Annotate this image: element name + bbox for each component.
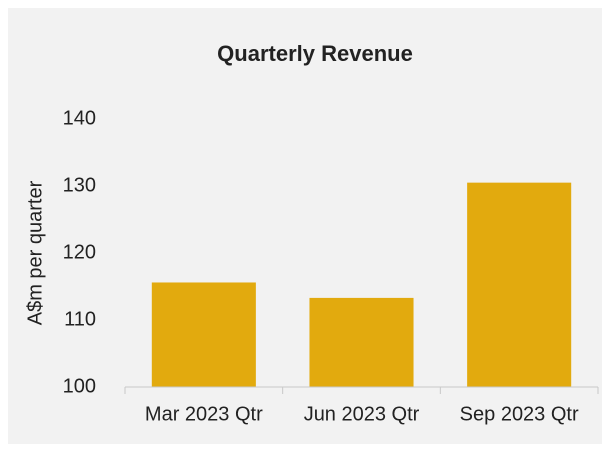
x-tick-label: Sep 2023 Qtr: [460, 403, 579, 425]
y-tick-label: 100: [63, 375, 96, 397]
y-tick-label: 120: [63, 241, 96, 263]
y-tick-label: 130: [63, 174, 96, 196]
bar: [151, 282, 256, 387]
y-tick-label: 110: [64, 308, 96, 330]
x-tick-label: Mar 2023 Qtr: [145, 403, 263, 425]
x-tick-label: Jun 2023 Qtr: [304, 403, 420, 425]
bar: [309, 297, 414, 387]
chart-title: Quarterly Revenue: [217, 41, 413, 66]
y-axis-label: A$m per quarter: [24, 180, 46, 325]
bar: [467, 182, 572, 387]
y-tick-label: 140: [63, 107, 96, 129]
